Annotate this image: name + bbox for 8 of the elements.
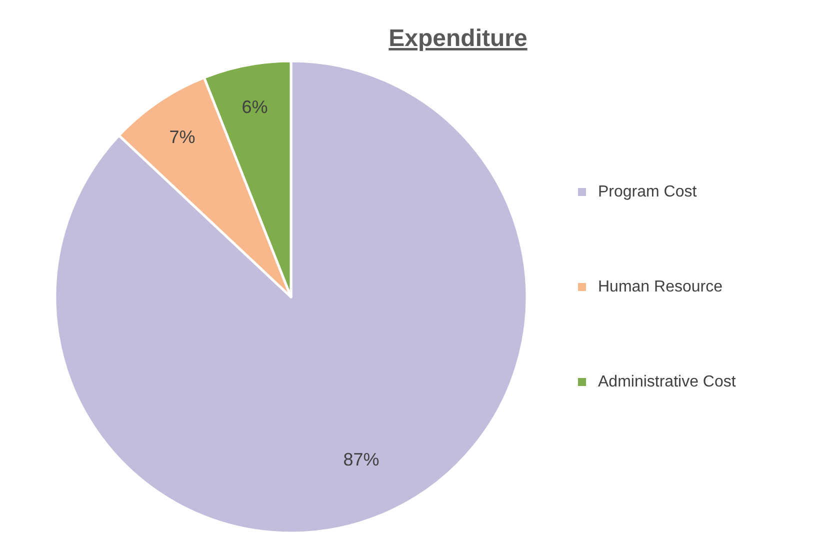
- data-label: 87%: [343, 449, 380, 470]
- chart-title: Expenditure: [388, 25, 528, 52]
- data-label: 6%: [242, 96, 268, 117]
- data-label: 7%: [169, 126, 196, 147]
- legend-label: Program Cost: [598, 184, 698, 200]
- legend-label: Administrative Cost: [598, 374, 736, 390]
- legend-label: Human Resource: [598, 278, 723, 296]
- pie-slice: [54, 60, 528, 534]
